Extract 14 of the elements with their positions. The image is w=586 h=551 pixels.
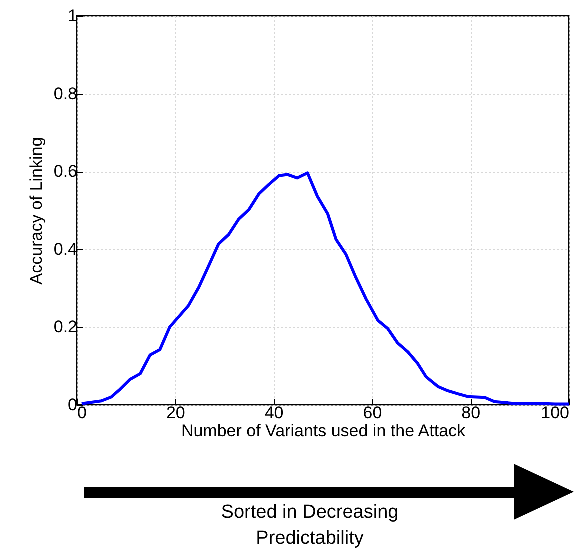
x-tick-label: 80	[462, 404, 481, 422]
x-axis-title: Number of Variants used in the Attack	[181, 422, 466, 440]
x-tick-label: 40	[264, 404, 284, 422]
y-tick-label: 1	[68, 6, 78, 26]
text: Sorted in Decreasing Predictability	[220, 501, 400, 551]
y-tick-label: 0.2	[54, 318, 78, 337]
x-tick-label: 20	[166, 404, 186, 422]
y-axis-title: Accuracy of Linking	[26, 137, 46, 285]
x-tick-label: 100	[541, 404, 570, 422]
y-tick-label: 0.8	[54, 84, 78, 104]
line-series	[80, 172, 570, 406]
x-tick-label: 60	[363, 404, 382, 422]
y-tick-label: 0.6	[54, 162, 78, 182]
y-tick-label: 0.4	[54, 240, 78, 259]
